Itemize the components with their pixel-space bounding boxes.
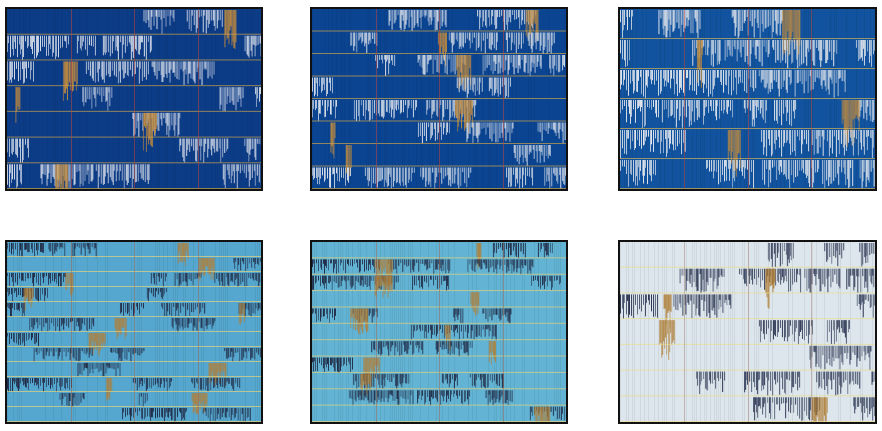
panel-graphic	[7, 242, 261, 422]
panel-graphic	[312, 9, 566, 189]
heatmap-panel-bottom-center	[310, 240, 568, 424]
heatmap-panel-bottom-right	[618, 240, 877, 424]
panel-graphic	[7, 9, 261, 189]
panel-graphic	[312, 242, 566, 422]
heatmap-panel-bottom-left	[5, 240, 263, 424]
heatmap-panel-top-left	[5, 7, 263, 191]
heatmap-panel-top-center	[310, 7, 568, 191]
panel-graphic	[620, 9, 875, 189]
heatmap-panel-top-right	[618, 7, 877, 191]
panel-graphic	[620, 242, 875, 422]
